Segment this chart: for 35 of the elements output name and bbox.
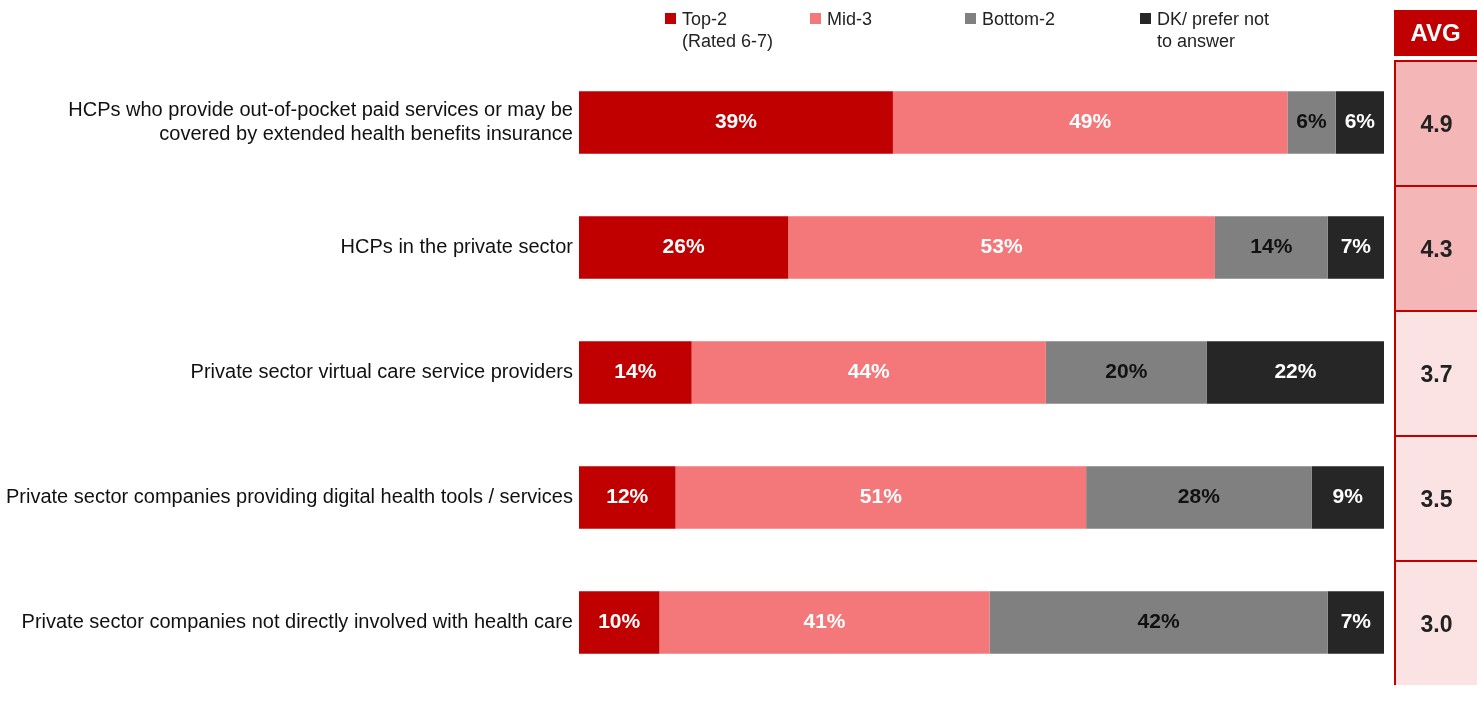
text: 3.5 — [1394, 435, 1477, 560]
data-label: 41% — [803, 609, 846, 633]
legend-label: Top-2 (Rated 6-7) — [682, 8, 775, 52]
y-tick-label: Private sector virtual care service providers — [190, 360, 573, 383]
text: 4.3 — [1394, 185, 1477, 310]
data-label: 51% — [859, 484, 903, 508]
legend-label: Bottom-2 — [982, 8, 1057, 30]
text: 3.0 — [1394, 560, 1477, 685]
data-label: 22% — [1274, 359, 1317, 383]
data-label: 28% — [1177, 484, 1221, 508]
data-label: 12% — [606, 484, 649, 508]
data-label: 6% — [1296, 109, 1328, 133]
data-label: 42% — [1137, 609, 1180, 633]
data-label: 10% — [598, 609, 641, 633]
data-label: 20% — [1105, 359, 1148, 383]
data-label: 7% — [1340, 234, 1372, 258]
data-label: 6% — [1344, 109, 1376, 133]
y-tick-label: HCPs who provide out-of-pocket paid services or may be covered by extended health benefits insurance — [68, 98, 573, 145]
data-label: 44% — [847, 359, 891, 383]
data-label: 53% — [980, 234, 1023, 258]
data-label: 9% — [1332, 484, 1364, 508]
text: 4.9 — [1394, 60, 1477, 185]
legend-label: DK/ prefer not to answer — [1157, 8, 1271, 52]
y-tick-label: HCPs in the private sector — [340, 235, 574, 258]
text: AVG — [1394, 10, 1477, 56]
data-label: 49% — [1069, 109, 1112, 133]
y-tick-label: Private sector companies not directly involved with health care — [21, 610, 573, 633]
data-label: 14% — [614, 359, 657, 383]
text: 3.7 — [1394, 310, 1477, 435]
data-label: 39% — [714, 109, 758, 133]
y-tick-label: Private sector companies providing digital health tools / services — [5, 485, 573, 508]
data-label: 14% — [1250, 234, 1293, 258]
legend-label: Mid-3 — [827, 8, 873, 30]
data-label: 26% — [662, 234, 705, 258]
data-label: 7% — [1340, 609, 1372, 633]
